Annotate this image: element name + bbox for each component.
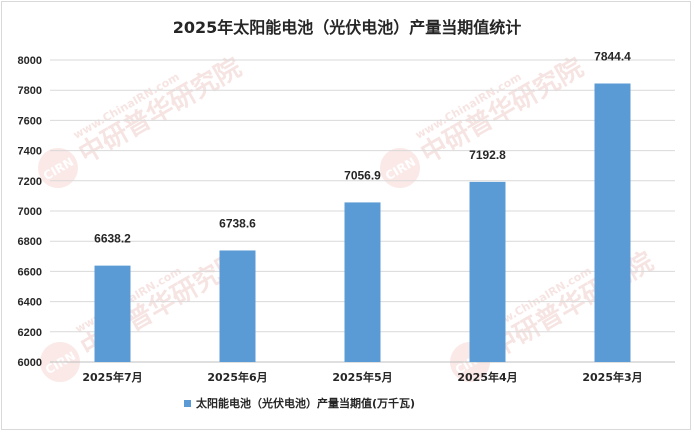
x-category-label: 2025年5月 xyxy=(332,370,392,384)
y-tick-label: 7200 xyxy=(18,176,42,188)
y-tick-label: 7800 xyxy=(18,85,42,97)
y-tick-label: 6600 xyxy=(18,266,42,278)
y-tick-label: 8000 xyxy=(18,55,42,67)
watermark-text: 中研普华研究院 xyxy=(74,52,247,170)
legend-swatch xyxy=(184,400,191,407)
x-category-label: 2025年3月 xyxy=(582,370,642,384)
legend-label: 太阳能电池（光伏电池）产量当期值(万千瓦) xyxy=(195,396,415,410)
bar xyxy=(94,265,131,362)
x-category-label: 2025年6月 xyxy=(207,370,267,384)
legend: 太阳能电池（光伏电池）产量当期值(万千瓦) xyxy=(184,396,415,410)
y-tick-label: 6800 xyxy=(18,236,42,248)
data-label: 6638.2 xyxy=(94,232,131,246)
watermark-text: 中研普华研究院 xyxy=(486,246,659,364)
y-tick-label: 6400 xyxy=(18,297,42,309)
bar xyxy=(594,83,631,362)
chart-title: 2025年太阳能电池（光伏电池）产量当期值统计 xyxy=(173,18,522,37)
y-tick-label: 7600 xyxy=(18,115,42,127)
data-labels: 6638.2 6738.6 7056.9 7192.8 7844.4 xyxy=(94,49,631,245)
x-category-label: 2025年4月 xyxy=(457,370,517,384)
bar xyxy=(344,202,381,362)
bars xyxy=(94,83,631,362)
y-tick-label: 6000 xyxy=(18,357,42,369)
x-axis-categories: 2025年7月 2025年6月 2025年5月 2025年4月 2025年3月 xyxy=(82,370,642,384)
data-label: 7844.4 xyxy=(594,49,631,63)
bar xyxy=(469,181,506,362)
y-tick-label: 7000 xyxy=(18,206,42,218)
data-label: 7192.8 xyxy=(469,148,506,162)
y-axis-ticks: 6000 6200 6400 6600 6800 7000 7200 7400 7600 7800… xyxy=(18,55,42,369)
data-label: 7056.9 xyxy=(344,168,381,182)
bar xyxy=(219,250,256,362)
y-tick-label: 7400 xyxy=(18,146,42,158)
data-label: 6738.6 xyxy=(219,216,256,230)
y-tick-label: 6200 xyxy=(18,327,42,339)
x-category-label: 2025年7月 xyxy=(82,370,142,384)
